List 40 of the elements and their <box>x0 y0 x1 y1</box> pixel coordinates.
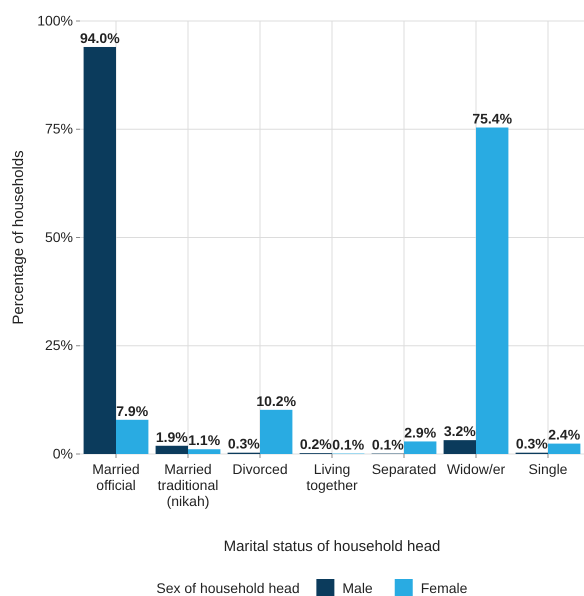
legend-label: Male <box>342 580 373 596</box>
data-label: 0.1% <box>372 436 404 453</box>
x-tick-label: Widow/er <box>446 461 506 477</box>
x-tick-label: Married traditional (nikah) <box>158 461 218 509</box>
data-label: 3.2% <box>444 423 476 440</box>
y-tick-label: 0% <box>52 445 73 462</box>
x-tick-label: Married official <box>92 461 140 493</box>
y-tick-label: 75% <box>44 120 73 137</box>
data-label: 1.1% <box>188 432 221 448</box>
x-tick-label: Single <box>528 461 568 477</box>
bar <box>84 46 116 454</box>
data-label: 7.9% <box>116 402 149 419</box>
data-label: 2.9% <box>404 424 437 440</box>
bar <box>260 410 292 454</box>
data-label: 0.3% <box>228 436 260 452</box>
bar <box>188 449 220 454</box>
legend-label: Female <box>420 580 468 596</box>
data-label: 2.4% <box>548 426 581 443</box>
data-label: 0.1% <box>332 436 365 453</box>
y-tick-label: 100% <box>37 12 73 28</box>
x-tick-label: Living together <box>306 461 358 493</box>
y-tick-label: 50% <box>44 228 73 245</box>
bar <box>548 444 580 454</box>
data-label: 10.2% <box>256 392 297 409</box>
data-label: 94.0% <box>80 30 120 46</box>
x-axis-title: Marital status of household head <box>224 538 440 555</box>
data-label: 1.9% <box>156 428 188 445</box>
bar <box>116 420 148 454</box>
x-tick-label: Separated <box>372 461 436 477</box>
bar <box>156 446 188 454</box>
data-label: 0.3% <box>516 436 548 452</box>
bar <box>444 440 476 454</box>
bar <box>404 441 436 454</box>
bar <box>476 128 508 454</box>
x-tick-label: Divorced <box>232 461 288 477</box>
y-tick-label: 25% <box>44 337 73 354</box>
data-label: 75.4% <box>472 110 513 127</box>
y-axis-title: Percentage of households <box>10 150 27 325</box>
data-label: 0.2% <box>300 436 332 452</box>
legend-title: Sex of household head <box>156 580 300 596</box>
